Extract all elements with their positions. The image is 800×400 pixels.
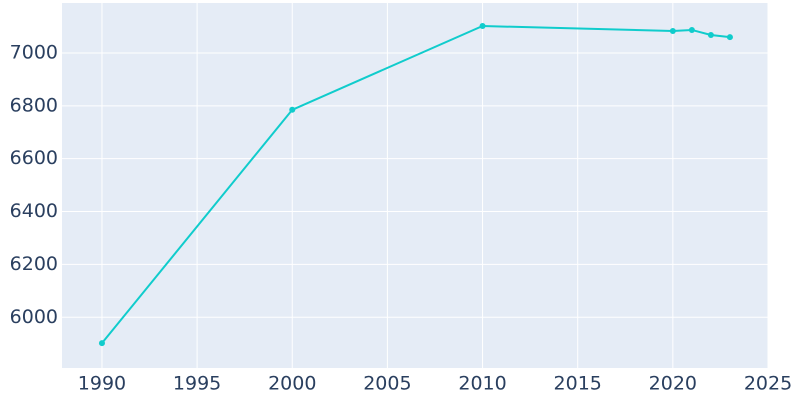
x-tick-label: 1995 [173, 373, 221, 395]
marker [479, 22, 486, 29]
plot-area [62, 3, 768, 368]
y-tick-label: 7000 [10, 41, 58, 63]
marker [707, 31, 714, 38]
marker [98, 340, 105, 347]
y-tick-label: 6000 [10, 306, 58, 328]
marker [669, 28, 676, 35]
y-tick-label: 6400 [10, 200, 58, 222]
x-tick-label: 2005 [363, 373, 411, 395]
x-tick-label: 2015 [554, 373, 602, 395]
x-tick-label: 2020 [649, 373, 697, 395]
marker [726, 34, 733, 41]
x-tick-label: 2000 [268, 373, 316, 395]
x-tick-label: 2025 [744, 373, 792, 395]
y-tick-label: 6200 [10, 253, 58, 275]
y-tick-label: 6800 [10, 94, 58, 116]
x-tick-label: 2010 [458, 373, 506, 395]
marker [289, 106, 296, 113]
x-tick-label: 1990 [78, 373, 126, 395]
marker [688, 26, 695, 33]
y-tick-label: 6600 [10, 147, 58, 169]
